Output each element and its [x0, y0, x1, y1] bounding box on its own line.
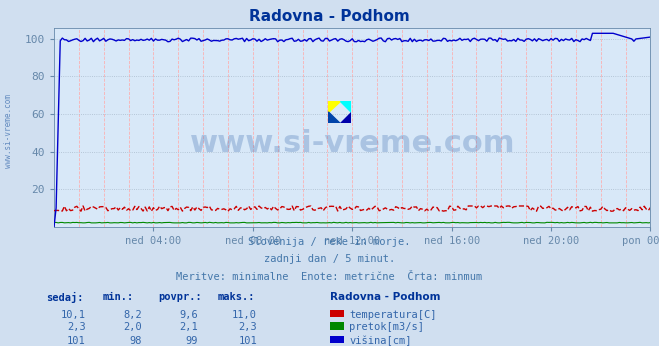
Text: 101: 101: [239, 336, 257, 346]
Text: min.:: min.:: [102, 292, 133, 302]
Text: 2,3: 2,3: [239, 322, 257, 333]
Text: 2,0: 2,0: [123, 322, 142, 333]
Text: temperatura[C]: temperatura[C]: [349, 310, 437, 320]
Text: povpr.:: povpr.:: [158, 292, 202, 302]
Polygon shape: [340, 112, 351, 123]
Text: 98: 98: [129, 336, 142, 346]
Text: Radovna - Podhom: Radovna - Podhom: [249, 9, 410, 24]
Text: sedaj:: sedaj:: [46, 292, 84, 303]
Text: www.si-vreme.com: www.si-vreme.com: [190, 129, 515, 157]
Polygon shape: [340, 101, 351, 112]
Text: 10,1: 10,1: [61, 310, 86, 320]
Polygon shape: [328, 112, 340, 123]
Text: 11,0: 11,0: [232, 310, 257, 320]
Text: 9,6: 9,6: [179, 310, 198, 320]
Text: pretok[m3/s]: pretok[m3/s]: [349, 322, 424, 333]
Text: Meritve: minimalne  Enote: metrične  Črta: minmum: Meritve: minimalne Enote: metrične Črta:…: [177, 272, 482, 282]
Text: zadnji dan / 5 minut.: zadnji dan / 5 minut.: [264, 254, 395, 264]
Text: 2,3: 2,3: [67, 322, 86, 333]
Text: 2,1: 2,1: [179, 322, 198, 333]
Text: višina[cm]: višina[cm]: [349, 336, 412, 346]
Text: 8,2: 8,2: [123, 310, 142, 320]
Text: Slovenija / reke in morje.: Slovenija / reke in morje.: [248, 237, 411, 247]
Text: 99: 99: [185, 336, 198, 346]
Text: 101: 101: [67, 336, 86, 346]
Text: maks.:: maks.:: [217, 292, 255, 302]
Text: www.si-vreme.com: www.si-vreme.com: [4, 94, 13, 169]
Text: Radovna - Podhom: Radovna - Podhom: [330, 292, 440, 302]
Polygon shape: [328, 101, 340, 112]
